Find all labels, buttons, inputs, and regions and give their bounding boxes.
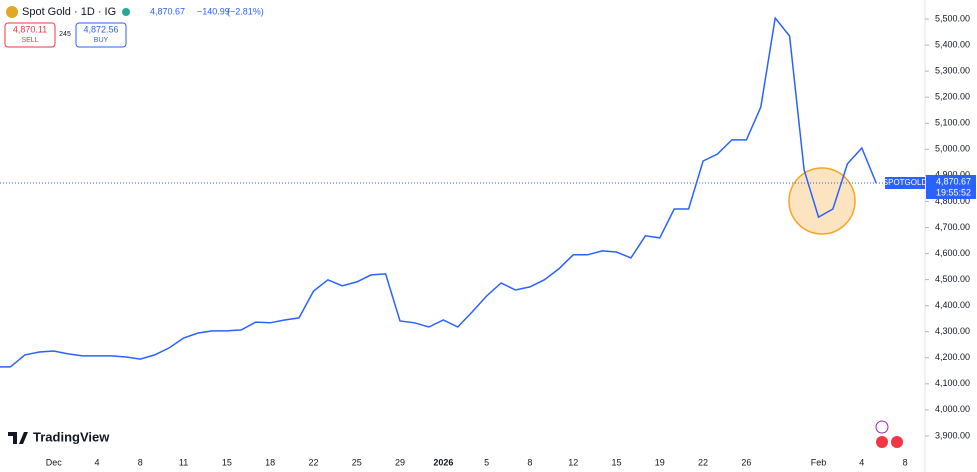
x-tick-label: 22 xyxy=(698,457,708,467)
symbol-tag-text: SPOTGOLD xyxy=(883,178,928,187)
buy-label: BUY xyxy=(94,37,109,44)
x-tick-label: 4 xyxy=(859,457,864,467)
x-tick-label: 15 xyxy=(611,457,621,467)
y-tick-label: 4,400.00 xyxy=(935,300,970,310)
y-tick-label: 5,400.00 xyxy=(935,39,970,49)
x-tick-label: 29 xyxy=(395,457,405,467)
price-tag-time: 19:55:52 xyxy=(936,187,971,197)
status-dot xyxy=(122,8,130,16)
y-tick-label: 5,500.00 xyxy=(935,13,970,23)
x-tick-label: 19 xyxy=(655,457,665,467)
flag-icon[interactable] xyxy=(891,436,903,448)
y-tick-label: 4,300.00 xyxy=(935,326,970,336)
y-tick-label: 5,100.00 xyxy=(935,118,970,128)
flag-icon[interactable] xyxy=(876,436,888,448)
x-tick-label: Feb xyxy=(811,457,827,467)
sell-label: SELL xyxy=(21,37,38,44)
x-tick-label: 4 xyxy=(95,457,100,467)
y-tick-label: 4,700.00 xyxy=(935,222,970,232)
y-tick-label: 4,500.00 xyxy=(935,274,970,284)
x-tick-label: 18 xyxy=(265,457,275,467)
x-tick-label: 25 xyxy=(352,457,362,467)
price-tag-value: 4,870.67 xyxy=(936,176,971,186)
change: −140.99 xyxy=(197,6,230,16)
last-price: 4,870.67 xyxy=(150,6,185,16)
sell-button[interactable] xyxy=(4,22,56,48)
price-line xyxy=(0,16,877,368)
change-pct: (−2.81%) xyxy=(227,6,264,16)
x-tick-label: 8 xyxy=(138,457,143,467)
x-tick-label: 15 xyxy=(222,457,232,467)
y-tick-label: 5,000.00 xyxy=(935,144,970,154)
y-tick-label: 4,600.00 xyxy=(935,248,970,258)
event-icon[interactable] xyxy=(875,420,889,434)
y-tick-label: 5,200.00 xyxy=(935,92,970,102)
logo: TradingView xyxy=(8,429,110,444)
x-tick-label: 8 xyxy=(903,457,908,467)
y-tick-label: 4,900.00 xyxy=(935,170,970,180)
x-tick-label: Dec xyxy=(46,457,63,467)
symbol-tag xyxy=(885,177,925,190)
x-tick-label: 2026 xyxy=(433,457,453,467)
symbol: Spot Gold · 1D · IG xyxy=(22,6,116,18)
x-tick-label: 22 xyxy=(308,457,318,467)
buy-button[interactable] xyxy=(75,22,127,48)
x-tick-label: 26 xyxy=(741,457,751,467)
y-tick-label: 4,000.00 xyxy=(935,404,970,414)
highlight-circle xyxy=(788,167,856,235)
x-tick-label: 12 xyxy=(568,457,578,467)
x-tick-label: 11 xyxy=(179,457,188,467)
logo-icon xyxy=(8,432,28,444)
y-tick-label: 4,800.00 xyxy=(935,196,970,206)
x-tick-label: 5 xyxy=(484,457,489,467)
price-tag xyxy=(926,175,976,200)
sell-price: 4,870.11 xyxy=(13,24,47,34)
logo-text: TradingView xyxy=(33,429,110,444)
spread: 245 xyxy=(59,31,71,38)
x-tick-label: 8 xyxy=(527,457,532,467)
y-tick-label: 3,900.00 xyxy=(935,430,970,440)
symbol-icon xyxy=(6,6,18,18)
y-tick-label: 4,100.00 xyxy=(935,378,970,388)
y-tick-label: 5,300.00 xyxy=(935,66,970,76)
header: Spot Gold · 1D · IG 4,870.67 −140.99 (−2… xyxy=(4,6,264,48)
buy-price: 4,872.56 xyxy=(83,24,118,34)
y-tick-label: 4,200.00 xyxy=(935,352,970,362)
